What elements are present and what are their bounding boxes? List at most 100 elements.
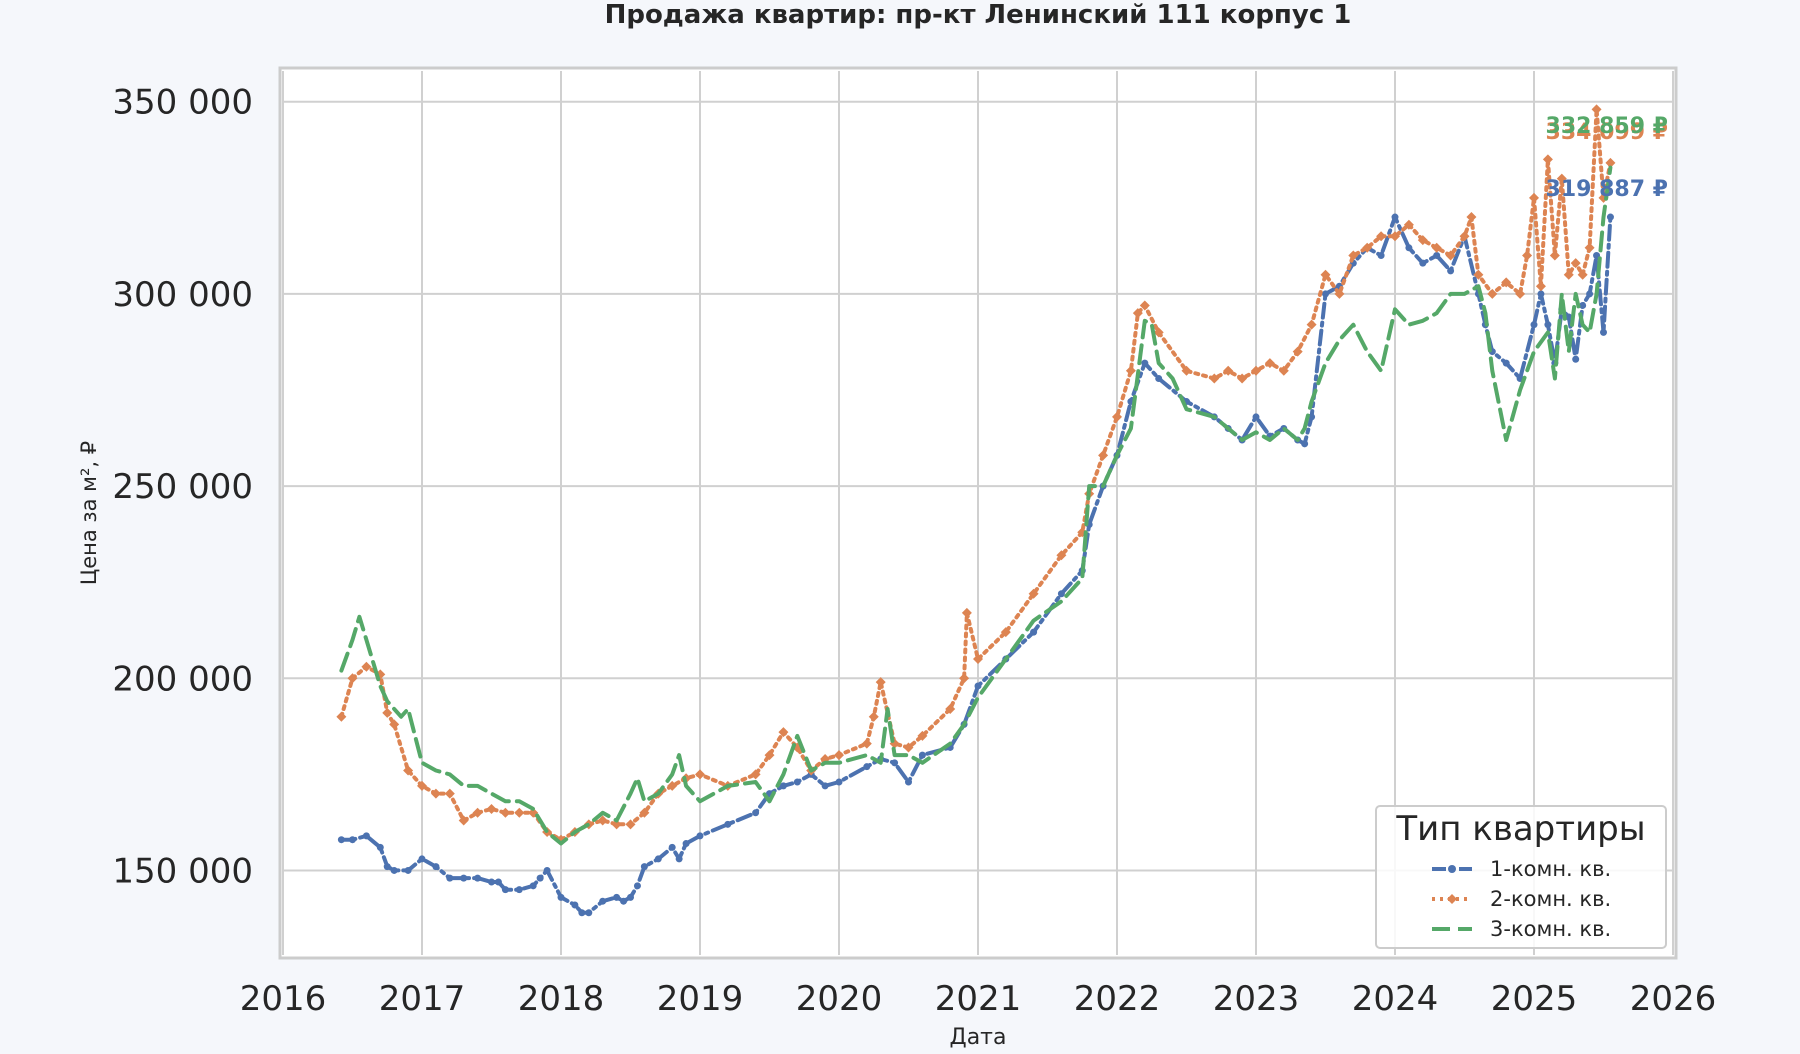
data-point [875,677,886,688]
data-point [1600,328,1607,336]
data-point [1155,374,1163,382]
x-tick-label: 2017 [379,979,466,1019]
data-point [752,809,760,817]
data-point [1112,411,1122,422]
y-tick-label: 300 000 [112,275,253,315]
data-point [432,863,440,871]
data-point [500,807,511,818]
data-point [1535,281,1546,292]
data-point [613,893,621,901]
data-point [1278,365,1289,376]
chart-title: Продажа квартир: пр-кт Ленинский 111 кор… [605,0,1352,30]
data-point [1362,242,1373,253]
data-point [918,751,926,759]
data-point [696,832,704,840]
data-point [529,882,537,890]
data-point [382,707,393,718]
data-point [585,909,593,917]
data-point [1376,231,1387,242]
data-point [486,803,497,814]
data-point [793,778,801,786]
data-point [1447,267,1455,275]
series-end-label: 332 859 ₽ [1546,114,1668,139]
data-point [1563,269,1574,280]
legend-items: 1-комн. кв. 2-комн. кв. 3-комн. кв. [1432,857,1611,941]
data-point [821,782,829,790]
data-point [337,836,345,844]
data-point [1487,288,1498,299]
data-point [1141,359,1149,367]
legend: Тип квартиры 1-комн. кв. 2-комн. кв. 3-ком… [1375,805,1667,949]
data-point [1530,321,1538,329]
legend-marker [1447,894,1457,904]
data-point [1153,327,1164,338]
data-point [1390,231,1400,242]
data-point [611,819,622,830]
data-point [1591,104,1602,115]
data-point [1466,212,1477,223]
data-point [1565,313,1573,321]
data-point [430,788,441,799]
data-point [472,807,483,818]
data-point [639,807,650,818]
series-end-label: 334 099 ₽ [1546,120,1668,145]
data-point [1181,365,1192,376]
data-point [418,855,426,863]
data-point [1334,288,1345,299]
data-point [1431,242,1442,253]
y-tick-label: 150 000 [112,851,253,891]
data-point [458,815,469,826]
data-point [1522,250,1533,261]
data-point [1348,250,1359,261]
data-point [1459,231,1470,242]
data-point [695,769,705,780]
x-tick-label: 2018 [518,979,605,1019]
legend-label: 3-комн. кв. [1490,917,1611,941]
data-point [633,882,641,890]
data-point [1577,269,1588,280]
data-point [361,661,372,672]
series-end-label: 319 887 ₽ [1546,177,1668,202]
data-point [1132,308,1143,319]
data-point [974,682,982,690]
data-point [1209,373,1220,384]
data-point [835,778,843,786]
data-point [1584,242,1595,253]
data-point [1405,244,1413,252]
data-point [389,719,400,730]
x-tick-label: 2016 [240,979,327,1019]
data-point [625,819,636,830]
data-point [945,704,956,715]
legend-item: 1-комн. кв. [1432,857,1611,881]
series-1 [337,213,1614,917]
data-point [599,897,607,905]
data-point [444,788,455,799]
data-point [1000,627,1011,638]
legend-item: 2-комн. кв. [1432,887,1611,911]
data-point [1605,157,1616,168]
data-point [627,893,634,901]
data-point [1433,251,1441,259]
data-point [1056,550,1067,561]
y-axis-ticks: 150 000 200 000 250 000 300 000 350 000 [112,83,253,892]
data-point [1542,154,1553,165]
x-tick-label: 2020 [796,979,883,1019]
data-point [764,750,775,761]
data-point [1570,258,1581,269]
data-point [917,730,928,741]
data-point [1606,213,1614,221]
legend-label: 2-комн. кв. [1490,887,1611,911]
data-point [654,855,662,863]
data-point [460,874,468,882]
x-tick-label: 2023 [1213,979,1300,1019]
data-point [362,832,370,840]
legend-label: 1-комн. кв. [1490,857,1611,881]
data-point [675,855,683,863]
data-point [403,765,414,776]
data-point [515,886,523,894]
data-point [778,727,789,738]
data-point [1292,346,1303,357]
data-point [1251,365,1261,376]
data-point [861,738,872,749]
